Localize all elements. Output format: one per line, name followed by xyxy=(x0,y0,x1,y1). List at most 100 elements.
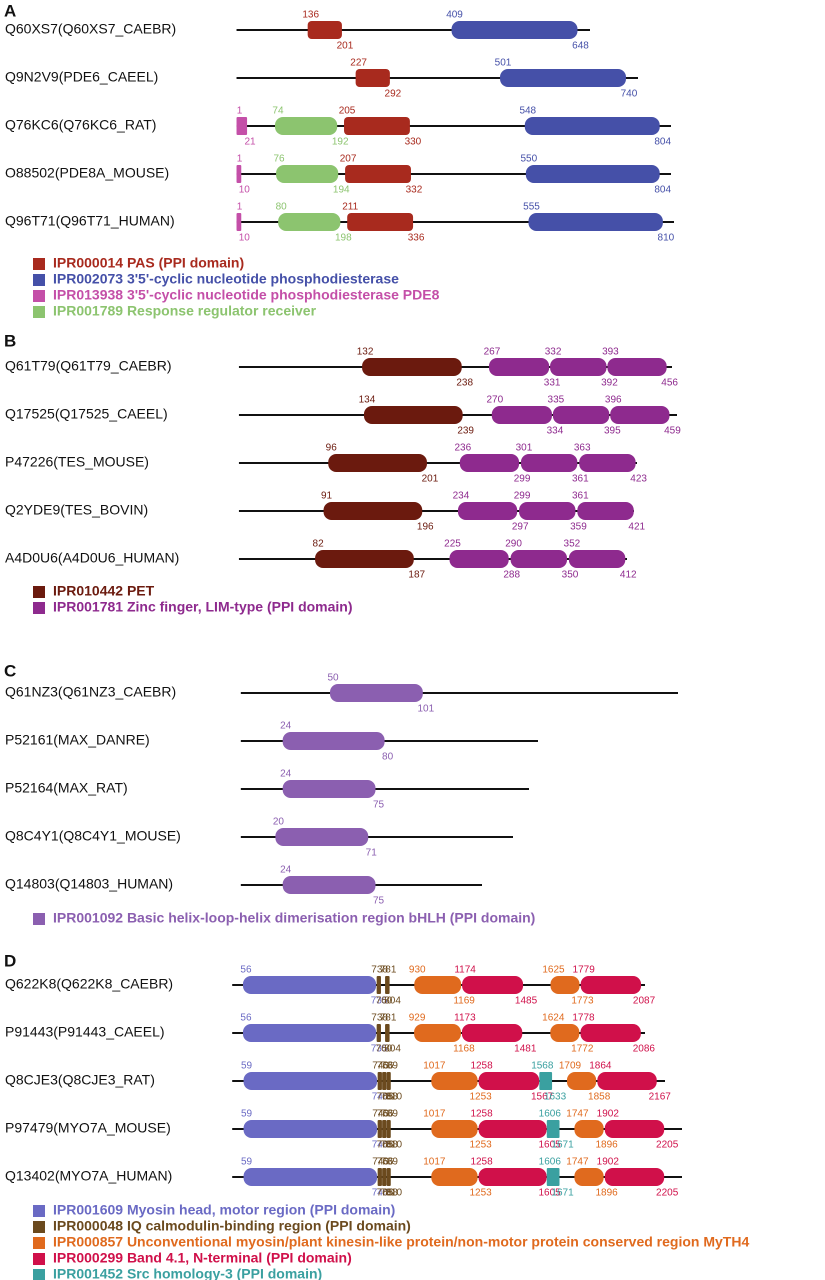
domain xyxy=(520,454,578,472)
legend-swatch xyxy=(33,1205,45,1217)
domain xyxy=(236,213,242,231)
domain xyxy=(539,1072,553,1090)
domain-end: 187 xyxy=(408,570,425,581)
domain-start: 929 xyxy=(409,1013,426,1024)
domain xyxy=(500,69,626,87)
domain-start: 781 xyxy=(380,1013,397,1024)
protein-name: Q13402(MYO7A_HUMAN) xyxy=(5,1168,172,1184)
domain-start: 1258 xyxy=(470,1061,493,1072)
protein-name: P91443(P91443_CAEEL) xyxy=(5,1024,165,1040)
domain-end: 765 xyxy=(377,1140,394,1151)
domain-start: 24 xyxy=(280,865,292,876)
domain-end: 194 xyxy=(333,185,350,196)
domain-start: 1017 xyxy=(423,1061,446,1072)
domain-end: 1605 xyxy=(538,1188,561,1199)
legend-swatch xyxy=(33,1221,45,1233)
domain xyxy=(385,1024,390,1042)
domain xyxy=(414,976,462,994)
panel-letter: D xyxy=(4,951,16,970)
legend-label: IPR002073 3'5'-cyclic nucleotide phospho… xyxy=(53,271,399,287)
domain xyxy=(382,1072,387,1090)
domain-end: 788 xyxy=(381,1092,398,1103)
domain-start: 225 xyxy=(444,539,461,550)
domain-end: 1168 xyxy=(453,1044,475,1055)
domain-start: 1 xyxy=(237,154,243,165)
domain-end: 804 xyxy=(654,137,671,148)
domain xyxy=(282,732,385,750)
domain xyxy=(550,358,607,376)
domain-start: 136 xyxy=(302,10,319,21)
domain-start: 301 xyxy=(516,443,533,454)
legend-label: IPR001452 Src homology-3 (PPI domain) xyxy=(53,1266,322,1280)
protein-name: Q61NZ3(Q61NZ3_CAEBR) xyxy=(5,684,176,700)
legend-label: IPR001789 Response regulator receiver xyxy=(53,303,317,319)
domain xyxy=(610,406,670,424)
protein-name: Q76KC6(Q76KC6_RAT) xyxy=(5,117,156,133)
domain-start: 56 xyxy=(240,965,252,976)
legend-label: IPR000857 Unconventional myosin/plant ki… xyxy=(53,1234,749,1250)
domain-start: 59 xyxy=(241,1061,253,1072)
protein-name: Q9N2V9(PDE6_CAEEL) xyxy=(5,69,158,85)
legend-swatch xyxy=(33,1253,45,1265)
domain-start: 20 xyxy=(273,817,285,828)
domain xyxy=(604,1168,665,1186)
domain xyxy=(577,502,634,520)
domain-end: 392 xyxy=(601,378,618,389)
domain-end: 421 xyxy=(628,522,645,533)
domain-end: 330 xyxy=(405,137,422,148)
domain-end: 459 xyxy=(664,426,681,437)
domain-start: 134 xyxy=(359,395,376,406)
domain-start: 1778 xyxy=(572,1013,595,1024)
domain xyxy=(488,358,550,376)
domain-end: 1253 xyxy=(469,1140,492,1151)
domain-start: 332 xyxy=(545,347,562,358)
domain-start: 743 xyxy=(372,1061,389,1072)
domain-start: 738 xyxy=(371,1013,388,1024)
domain-start: 50 xyxy=(327,673,339,684)
domain-start: 501 xyxy=(495,58,512,69)
domain xyxy=(579,454,636,472)
domain-start: 1258 xyxy=(470,1109,493,1120)
domain-start: 1 xyxy=(237,106,243,117)
domain-start: 1902 xyxy=(597,1109,620,1120)
domain-end: 2086 xyxy=(633,1044,656,1055)
domain-end: 740 xyxy=(372,1092,389,1103)
domain xyxy=(478,1120,547,1138)
domain xyxy=(276,165,339,183)
domain-end: 735 xyxy=(371,1044,388,1055)
domain-start: 1709 xyxy=(559,1061,582,1072)
domain-end: 1253 xyxy=(469,1092,492,1103)
legend-swatch xyxy=(33,1237,45,1249)
domain xyxy=(528,213,663,231)
domain-end: 1169 xyxy=(453,996,475,1007)
legend-label: IPR000048 IQ calmodulin-binding region (… xyxy=(53,1218,411,1234)
domain-end: 1772 xyxy=(571,1044,594,1055)
domain xyxy=(282,876,376,894)
domain-start: 766 xyxy=(377,1157,394,1168)
domain xyxy=(519,502,576,520)
domain-start: 76 xyxy=(273,154,285,165)
domain-end: 740 xyxy=(621,89,638,100)
domain xyxy=(382,1120,387,1138)
domain-end: 1858 xyxy=(588,1092,611,1103)
domain xyxy=(355,69,390,87)
domain xyxy=(580,976,642,994)
domain xyxy=(307,21,342,39)
domain-end: 331 xyxy=(544,378,561,389)
domain xyxy=(459,454,520,472)
domain-end: 804 xyxy=(384,996,401,1007)
legend-swatch xyxy=(33,274,45,286)
domain-start: 1625 xyxy=(542,965,565,976)
legend-swatch xyxy=(33,258,45,270)
domain-end: 238 xyxy=(456,378,473,389)
domain xyxy=(328,454,427,472)
domain xyxy=(414,1024,461,1042)
domain-end: 198 xyxy=(335,233,352,244)
domain xyxy=(462,976,524,994)
domain-end: 1605 xyxy=(538,1140,561,1151)
domain-start: 267 xyxy=(484,347,501,358)
domain-start: 396 xyxy=(605,395,622,406)
domain-start: 409 xyxy=(446,10,463,21)
domain-start: 352 xyxy=(564,539,581,550)
